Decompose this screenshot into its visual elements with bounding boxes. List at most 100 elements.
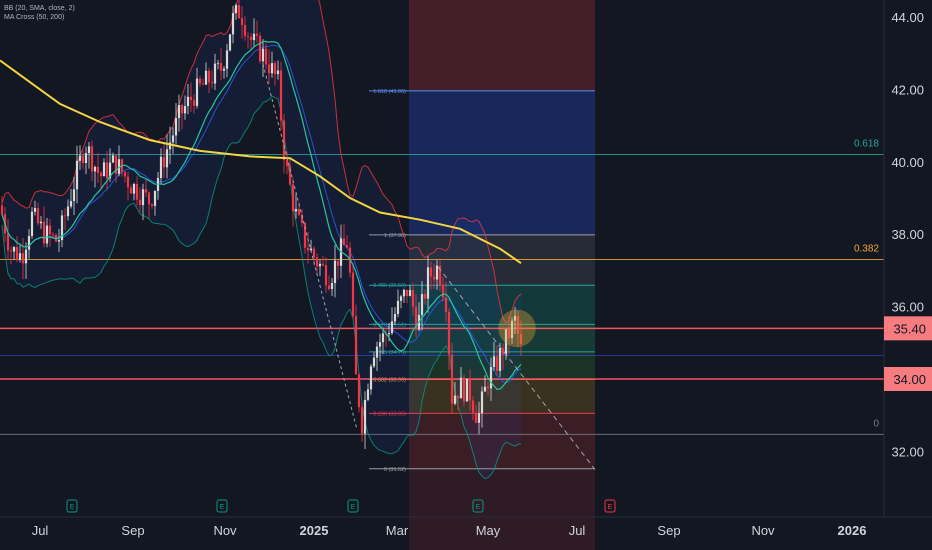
bollinger-bands xyxy=(1,0,522,480)
price-label: 34.00 xyxy=(893,372,926,387)
candle-body xyxy=(306,247,310,251)
fib-label: 0.5 (34.75) xyxy=(379,350,406,356)
candle-body xyxy=(411,290,415,307)
highlight-circle xyxy=(498,309,536,348)
candle-body xyxy=(366,389,370,400)
candle-body xyxy=(495,356,499,371)
candle-body xyxy=(15,247,19,260)
candle-body xyxy=(90,146,94,172)
candle-body xyxy=(462,377,466,402)
candle-body xyxy=(240,18,244,25)
candle-body xyxy=(369,366,373,390)
x-tick-label: Sep xyxy=(657,523,680,538)
candle-body xyxy=(87,146,91,154)
candle-body xyxy=(501,348,505,355)
legend-ma-cross[interactable]: MA Cross (50, 200) xyxy=(4,14,65,21)
candle-body xyxy=(333,260,337,284)
legend-bb[interactable]: BB (20, SMA, close, 2) xyxy=(4,5,75,12)
fib-label: 1 (37.98) xyxy=(384,233,406,239)
candle-body xyxy=(69,201,73,207)
price-label: 35.40 xyxy=(893,321,926,336)
candle-body xyxy=(219,62,223,71)
candle-body xyxy=(84,153,88,163)
candle-body xyxy=(447,311,451,355)
candle-body xyxy=(279,70,283,121)
bb-lower xyxy=(1,95,522,480)
candle-body xyxy=(264,48,268,65)
y-tick-label: 36.00 xyxy=(891,300,924,315)
fib-label: 0.618 (35.51) xyxy=(373,322,406,328)
candle-body xyxy=(321,263,325,266)
candle-body xyxy=(141,189,145,206)
candle-body xyxy=(18,253,22,260)
candle-body xyxy=(387,333,391,335)
candle-body xyxy=(336,260,340,266)
candle-body xyxy=(177,104,181,119)
candle-body xyxy=(225,50,229,69)
candle-body xyxy=(342,238,346,246)
x-tick-label: Nov xyxy=(751,523,775,538)
level-label: 0.382 xyxy=(854,244,879,255)
candle-body xyxy=(111,155,115,163)
candle-body xyxy=(396,300,400,314)
candle-body xyxy=(429,267,433,277)
candle-body xyxy=(318,263,322,267)
candle-body xyxy=(57,240,61,242)
candle-body xyxy=(456,395,460,399)
earnings-marker xyxy=(604,499,616,513)
y-tick-label: 40.00 xyxy=(891,155,924,170)
trendline-2 xyxy=(437,266,596,470)
candle-body xyxy=(441,285,445,298)
level-label: 0.618 xyxy=(854,139,879,150)
earnings-label: E xyxy=(476,504,481,511)
candle-body xyxy=(261,48,265,62)
candle-body xyxy=(381,333,385,343)
ma-50-line xyxy=(1,40,522,391)
candle-body xyxy=(66,206,70,217)
candle-body xyxy=(378,342,382,347)
candle-body xyxy=(0,205,4,215)
y-tick-label: 44.00 xyxy=(891,10,924,25)
candle-body xyxy=(294,208,298,212)
candle-body xyxy=(480,391,484,414)
candle-body xyxy=(237,5,241,19)
x-tick-label: Jul xyxy=(569,523,586,538)
candle-body xyxy=(93,166,97,172)
candle-body xyxy=(414,306,418,330)
candle-body xyxy=(6,233,10,251)
candle-body xyxy=(492,356,496,368)
candle-body xyxy=(216,62,220,64)
candle-body xyxy=(426,267,430,299)
candle-body xyxy=(171,135,175,143)
candle-body xyxy=(315,257,319,267)
candle-body xyxy=(123,172,127,177)
candle-body xyxy=(195,78,199,106)
candle-body xyxy=(243,24,247,37)
candle-body xyxy=(36,207,40,224)
candle-body xyxy=(453,395,457,404)
x-tick-label: Mar xyxy=(386,523,409,538)
y-tick-label: 32.00 xyxy=(891,444,924,459)
candle-body xyxy=(132,183,136,194)
candle-body xyxy=(513,315,517,321)
candle-body xyxy=(309,248,313,251)
candle-body xyxy=(471,400,475,413)
candles xyxy=(0,0,523,450)
moving-averages xyxy=(0,40,522,391)
candle-body xyxy=(99,173,103,177)
candle-body xyxy=(405,289,409,296)
fib-label: 0 (31.52) xyxy=(384,467,406,473)
candle-body xyxy=(114,155,118,174)
candle-body xyxy=(354,316,358,375)
candle-body xyxy=(213,63,217,84)
candle-body xyxy=(27,235,31,250)
fib-label: 0.382 (33.99) xyxy=(373,377,406,383)
candle-body xyxy=(312,248,316,258)
fib-zone-bottom xyxy=(409,468,595,550)
candle-body xyxy=(108,162,112,179)
candle-body xyxy=(510,320,514,339)
candle-body xyxy=(102,162,106,177)
candle-body xyxy=(276,70,280,75)
candle-body xyxy=(423,294,427,299)
